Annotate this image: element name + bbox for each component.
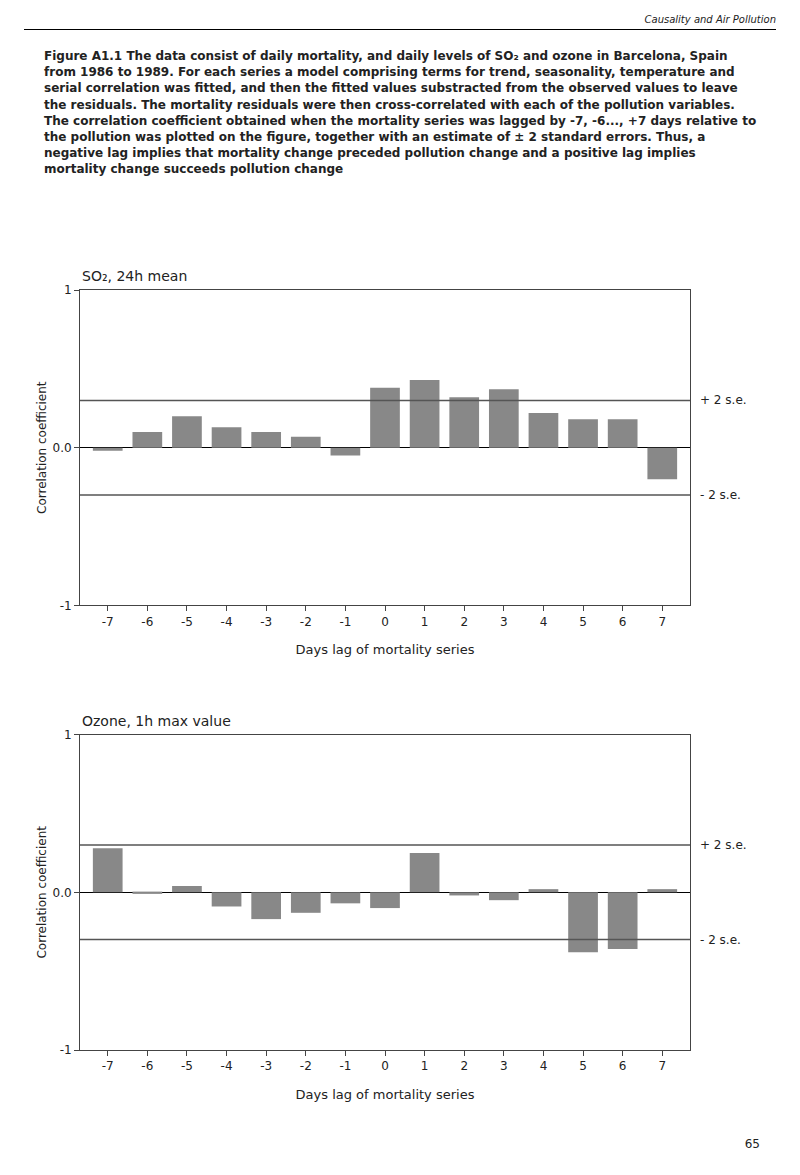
svg-text:-7: -7 xyxy=(102,1059,114,1073)
svg-text:Ozone, 1h max value: Ozone, 1h max value xyxy=(82,713,231,729)
svg-text:1: 1 xyxy=(64,728,72,742)
svg-text:6: 6 xyxy=(619,615,627,629)
svg-text:-2: -2 xyxy=(300,615,312,629)
svg-text:-1: -1 xyxy=(60,599,72,613)
svg-text:7: 7 xyxy=(658,1059,666,1073)
svg-text:-3: -3 xyxy=(260,1059,272,1073)
svg-text:-1: -1 xyxy=(60,1043,72,1057)
svg-text:4: 4 xyxy=(540,615,548,629)
svg-text:-2: -2 xyxy=(300,1059,312,1073)
svg-text:-1: -1 xyxy=(339,615,351,629)
svg-text:Correlation coefficient: Correlation coefficient xyxy=(35,381,49,514)
svg-text:-1: -1 xyxy=(339,1059,351,1073)
svg-text:2: 2 xyxy=(460,1059,468,1073)
svg-text:-5: -5 xyxy=(181,1059,193,1073)
svg-text:3: 3 xyxy=(500,615,508,629)
html-text:Causality and Air Pollution: Causality and Air Pollution xyxy=(644,14,776,25)
html-text:65: 65 xyxy=(744,1137,760,1151)
svg-text:Days lag of mortality series: Days lag of mortality series xyxy=(296,1087,475,1102)
svg-text:3: 3 xyxy=(500,1059,508,1073)
svg-text:-4: -4 xyxy=(221,615,233,629)
svg-text:- 2 s.e.: - 2 s.e. xyxy=(700,933,741,947)
svg-text:Correlation coefficient: Correlation coefficient xyxy=(35,826,49,959)
svg-text:+ 2 s.e.: + 2 s.e. xyxy=(700,393,747,407)
svg-text:5: 5 xyxy=(579,615,587,629)
svg-text:6: 6 xyxy=(619,1059,627,1073)
svg-text:7: 7 xyxy=(658,615,666,629)
svg-text:2: 2 xyxy=(460,615,468,629)
svg-text:0: 0 xyxy=(381,615,389,629)
svg-text:0.0: 0.0 xyxy=(53,886,72,900)
svg-text:-6: -6 xyxy=(141,1059,153,1073)
svg-text:1: 1 xyxy=(421,1059,429,1073)
svg-text:SO₂, 24h mean: SO₂, 24h mean xyxy=(82,268,187,284)
svg-text:+ 2 s.e.: + 2 s.e. xyxy=(700,838,747,852)
svg-text:Days lag of mortality series: Days lag of mortality series xyxy=(296,642,475,657)
svg-text:-5: -5 xyxy=(181,615,193,629)
svg-text:1: 1 xyxy=(64,283,72,297)
html-text:Figure A1.1 The data consist o: Figure A1.1 The data consist of daily mo… xyxy=(44,49,757,177)
svg-text:4: 4 xyxy=(540,1059,548,1073)
svg-text:-6: -6 xyxy=(141,615,153,629)
svg-text:0: 0 xyxy=(381,1059,389,1073)
svg-text:1: 1 xyxy=(421,615,429,629)
svg-text:0.0: 0.0 xyxy=(53,441,72,455)
svg-text:-3: -3 xyxy=(260,615,272,629)
svg-text:-7: -7 xyxy=(102,615,114,629)
svg-text:5: 5 xyxy=(579,1059,587,1073)
svg-text:-4: -4 xyxy=(221,1059,233,1073)
svg-text:- 2 s.e.: - 2 s.e. xyxy=(700,488,741,502)
